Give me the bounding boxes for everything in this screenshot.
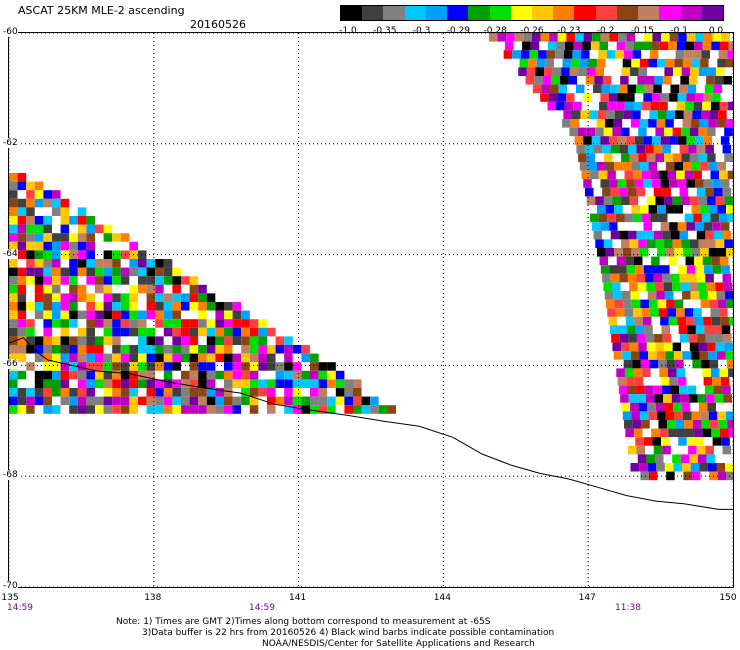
colorbar-segment	[425, 6, 448, 20]
time-label-2: 14:59	[249, 603, 275, 613]
latitude-label: -66	[3, 359, 18, 370]
latitude-label: -68	[3, 470, 18, 481]
colorbar-label: -0.23	[557, 26, 581, 36]
colorbar-segment	[553, 6, 575, 20]
colorbar-label: -1.0	[339, 26, 357, 36]
colorbar-segment	[531, 6, 554, 20]
colorbar-segment	[341, 6, 363, 20]
colorbar-label: -0.1	[670, 26, 688, 36]
latitude-label: -70	[3, 581, 18, 591]
colorbar-segment	[701, 6, 723, 20]
latitude-label: -60	[3, 27, 18, 37]
note-line-2: 3)Data buffer is 22 hrs from 20160526 4)…	[142, 628, 555, 638]
note-line-1: Note: 1) Times are GMT 2)Times along bot…	[116, 617, 491, 627]
colorbar-label: -0.3	[412, 26, 431, 36]
colorbar-segment	[489, 6, 511, 20]
colorbar-label: -0.2	[596, 26, 615, 36]
colorbar-segment	[616, 6, 639, 20]
colorbar-label: 0.0	[708, 26, 724, 36]
colorbar-label: -0.35	[373, 26, 397, 36]
longitude-label: 138	[144, 593, 162, 603]
latitude-label: -64	[3, 248, 18, 259]
time-label-1: 14:59	[7, 603, 33, 613]
map-grid	[9, 33, 733, 587]
longitude-label: 135	[1, 593, 19, 603]
colorbar-segment	[638, 6, 660, 20]
swath-pixels	[9, 33, 733, 481]
coastline	[9, 337, 733, 510]
colorbar-segment	[383, 6, 405, 20]
colorbar	[340, 5, 724, 21]
time-label-3: 11:38	[615, 603, 641, 613]
colorbar-segment	[510, 6, 532, 20]
colorbar-segment	[659, 6, 681, 20]
map-date: 20160526	[190, 18, 246, 31]
colorbar-segment	[680, 6, 702, 20]
longitude-label: 141	[289, 593, 307, 603]
colorbar-segment	[447, 6, 469, 20]
note-line-3: NOAA/NESDIS/Center for Satellite Applica…	[262, 639, 535, 649]
colorbar-label: -0.28	[483, 26, 507, 36]
colorbar-segment	[404, 6, 426, 20]
colorbar-label: -0.29	[446, 26, 471, 36]
map-area	[8, 32, 734, 588]
latitude-label: -62	[3, 137, 18, 148]
colorbar-segment	[595, 6, 617, 20]
longitude-label: 147	[578, 593, 596, 603]
longitude-label: 144	[433, 593, 451, 603]
colorbar-label: -0.26	[520, 26, 544, 36]
colorbar-segment	[468, 6, 490, 20]
longitude-label: 150	[719, 593, 737, 603]
colorbar-segment	[574, 6, 596, 20]
colorbar-label: -0.15	[630, 26, 655, 36]
colorbar-segment	[362, 6, 384, 20]
map-title: ASCAT 25KM MLE-2 ascending	[18, 4, 185, 17]
